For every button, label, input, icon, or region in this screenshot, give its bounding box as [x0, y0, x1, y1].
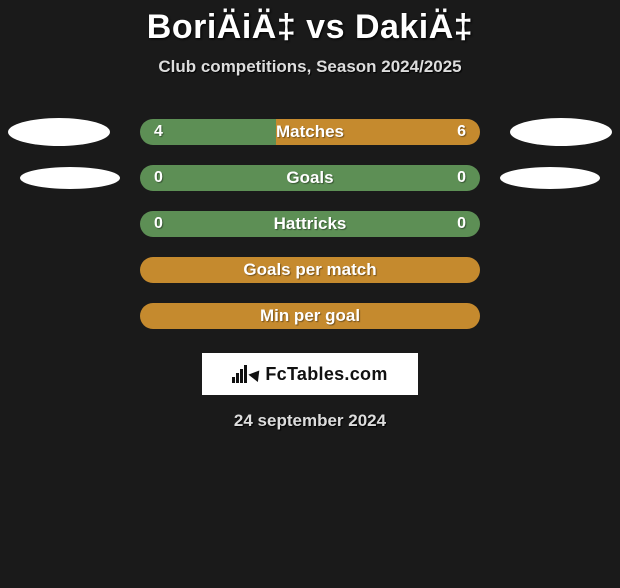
page-title: BoriÄiÄ‡ vs DakiÄ‡ [0, 8, 620, 47]
stat-bar: Goals per match [140, 257, 480, 283]
stat-row: 0 Hattricks 0 [0, 211, 620, 237]
player-ellipse-right [510, 118, 612, 146]
stat-row: 4 Matches 6 [0, 119, 620, 145]
player-ellipse-right [500, 167, 600, 189]
stat-label: Matches [276, 122, 344, 142]
brand-logo-icon [232, 365, 261, 383]
stat-right-value: 6 [457, 123, 466, 141]
page-subtitle: Club competitions, Season 2024/2025 [0, 57, 620, 77]
stat-left-value: 0 [154, 215, 163, 233]
stat-bar: Min per goal [140, 303, 480, 329]
player-ellipse-left [20, 167, 120, 189]
brand-text: FcTables.com [265, 364, 387, 385]
stat-label: Hattricks [274, 214, 347, 234]
stat-left-value: 4 [154, 123, 163, 141]
stat-bar: 4 Matches 6 [140, 119, 480, 145]
stat-label: Goals per match [243, 260, 376, 280]
stat-row: Min per goal [0, 303, 620, 329]
stat-label: Goals [286, 168, 333, 188]
stat-left-value: 0 [154, 169, 163, 187]
stat-bar: 0 Hattricks 0 [140, 211, 480, 237]
stat-bar: 0 Goals 0 [140, 165, 480, 191]
stat-right-value: 0 [457, 215, 466, 233]
stat-label: Min per goal [260, 306, 360, 326]
player-ellipse-left [8, 118, 110, 146]
stat-right-value: 0 [457, 169, 466, 187]
brand-box: FcTables.com [202, 353, 418, 395]
stat-row: 0 Goals 0 [0, 165, 620, 191]
stat-row: Goals per match [0, 257, 620, 283]
date-text: 24 september 2024 [0, 411, 620, 431]
